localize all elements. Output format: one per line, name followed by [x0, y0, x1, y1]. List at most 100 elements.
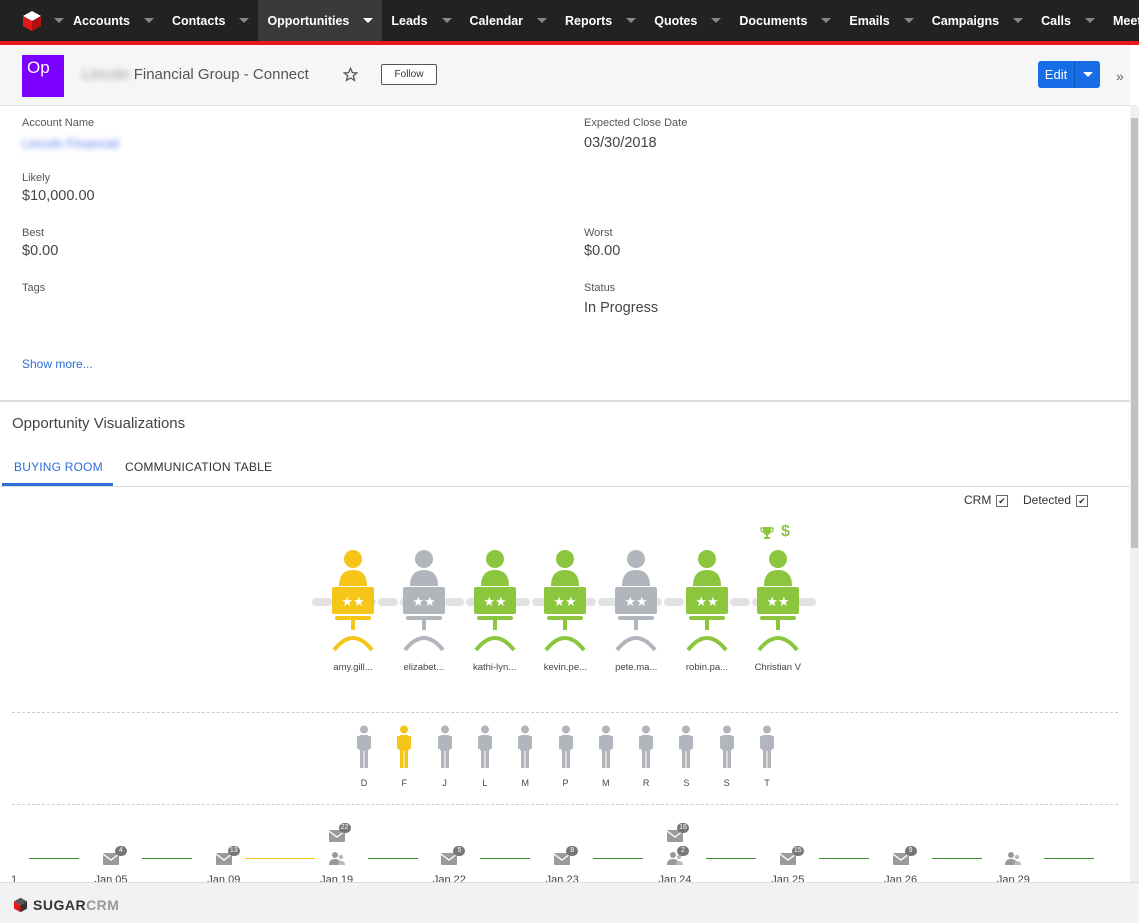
contact-figure-icon[interactable] — [598, 725, 613, 774]
crm-filter-checkbox[interactable]: ✔ — [996, 495, 1008, 507]
chevron-down-icon[interactable] — [626, 18, 637, 23]
buying-room-seat[interactable]: ★★ — [754, 546, 804, 659]
person-chair-icon: ★★ — [473, 550, 516, 652]
timeline-segment — [706, 858, 756, 859]
double-chevron-right-icon[interactable]: » — [1116, 68, 1124, 84]
chevron-down-icon[interactable] — [143, 18, 154, 23]
contact-initial: R — [642, 778, 650, 788]
likely-label: Likely — [22, 172, 51, 184]
timeline-email-event[interactable] — [102, 852, 120, 870]
nav-item-calendar[interactable]: Calendar — [461, 0, 557, 41]
edit-button[interactable]: Edit — [1044, 67, 1068, 82]
sugarcrm-logo[interactable]: SUGARCRM — [33, 897, 119, 913]
chevron-down-icon[interactable] — [711, 18, 722, 23]
person-icon — [679, 725, 694, 768]
show-more-link[interactable]: Show more... — [22, 357, 93, 371]
seat-contact-name[interactable]: pete.ma... — [615, 662, 658, 673]
contact-figure-icon[interactable] — [397, 725, 412, 774]
contact-initial: P — [562, 778, 569, 788]
buying-room-seat[interactable]: ★★ — [541, 546, 591, 659]
contact-figure-icon[interactable] — [357, 725, 371, 774]
chevron-down-icon[interactable] — [903, 18, 914, 23]
email-count-badge: 13 — [227, 846, 240, 856]
timeline-email-event[interactable] — [328, 829, 345, 847]
email-icon — [328, 830, 345, 842]
favorite-star-icon[interactable] — [343, 67, 358, 82]
svg-text:★★: ★★ — [625, 595, 648, 610]
nav-item-meetings[interactable]: Meetings — [1104, 0, 1139, 41]
section-divider — [0, 400, 1130, 402]
email-count-badge: 4 — [115, 846, 127, 856]
actions-dropdown-button[interactable] — [1075, 72, 1100, 77]
timeline-email-event[interactable] — [215, 852, 233, 870]
chevron-down-icon[interactable] — [239, 18, 250, 23]
nav-item-quotes[interactable]: Quotes — [645, 0, 730, 41]
nav-item-emails[interactable]: Emails — [840, 0, 922, 41]
nav-item-leads[interactable]: Leads — [382, 0, 460, 41]
nav-item-calls[interactable]: Calls — [1032, 0, 1104, 41]
worst-value[interactable]: $0.00 — [584, 243, 621, 259]
status-value[interactable]: In Progress — [584, 300, 659, 316]
timeline-meeting-event[interactable] — [1004, 851, 1022, 870]
svg-text:★★: ★★ — [554, 595, 577, 610]
seat-contact-name[interactable]: kevin.pe... — [543, 662, 588, 673]
timeline-email-event[interactable] — [441, 852, 458, 870]
seat-contact-name[interactable]: kathi-lyn... — [472, 662, 517, 673]
nav-item-accounts[interactable]: Accounts — [64, 0, 163, 41]
status-label: Status — [584, 282, 616, 294]
seat-contact-name[interactable]: Christian V — [754, 662, 802, 673]
timeline-email-event[interactable] — [892, 852, 909, 870]
timeline-meeting-event[interactable] — [328, 851, 346, 870]
contact-figure-icon[interactable] — [760, 725, 774, 774]
detected-filter-checkbox[interactable]: ✔ — [1076, 495, 1088, 507]
buying-room-seat[interactable]: ★★ — [612, 546, 662, 659]
timeline-email-event[interactable] — [553, 852, 571, 870]
email-count-badge: 9 — [904, 846, 917, 856]
nav-item-campaigns[interactable]: Campaigns — [923, 0, 1032, 41]
seat-contact-name[interactable]: amy.gill... — [333, 662, 373, 673]
best-value[interactable]: $0.00 — [22, 243, 59, 259]
person-icon — [639, 725, 654, 768]
nav-item-contacts[interactable]: Contacts — [163, 0, 258, 41]
nav-item-documents[interactable]: Documents — [730, 0, 840, 41]
chevron-down-icon[interactable] — [363, 18, 374, 23]
email-count-badge: 5 — [453, 846, 466, 856]
edit-button-group: Edit — [1038, 61, 1100, 88]
likely-value[interactable]: $10,000.00 — [22, 188, 95, 204]
tags-label: Tags — [22, 282, 46, 294]
account-name-label: Account Name — [22, 117, 95, 129]
seat-contact-name[interactable]: elizabet... — [403, 662, 445, 673]
contact-figure-icon[interactable] — [477, 725, 492, 774]
nav-item-opportunities[interactable]: Opportunities — [258, 0, 383, 41]
tab-buying-room[interactable]: BUYING ROOM — [14, 460, 103, 474]
person-icon — [558, 725, 573, 768]
account-name-link[interactable]: Lincoln Financial — [22, 136, 119, 151]
detected-filter-label: Detected — [1023, 493, 1072, 507]
tab-communication-table[interactable]: COMMUNICATION TABLE — [125, 460, 273, 474]
home-menu-button[interactable] — [0, 0, 64, 41]
contact-figure-icon[interactable] — [719, 725, 734, 774]
timeline-email-event[interactable] — [779, 852, 797, 870]
scrollbar-thumb[interactable] — [1131, 118, 1138, 548]
chevron-down-icon[interactable] — [1085, 18, 1095, 23]
chevron-down-icon[interactable] — [441, 18, 452, 23]
chevron-down-icon[interactable] — [821, 18, 832, 23]
nav-item-reports[interactable]: Reports — [556, 0, 645, 41]
contact-figure-icon[interactable] — [518, 725, 533, 774]
email-count-badge: 15 — [791, 846, 804, 856]
follow-button[interactable]: Follow — [381, 64, 437, 85]
buying-room-seat[interactable]: ★★ — [400, 546, 450, 659]
chevron-down-icon[interactable] — [537, 18, 548, 23]
buying-room-seat[interactable]: ★★ — [471, 546, 521, 659]
seat-contact-name[interactable]: robin.pa... — [685, 662, 729, 673]
expected-close-value[interactable]: 03/30/2018 — [584, 135, 657, 151]
buying-room-seat[interactable]: ★★ — [329, 546, 379, 659]
contact-figure-icon[interactable] — [558, 725, 573, 774]
contact-figure-icon[interactable] — [639, 725, 654, 774]
contact-figure-icon[interactable] — [437, 725, 452, 774]
chevron-down-icon[interactable] — [1013, 18, 1024, 23]
buying-room-seat[interactable]: ★★ — [683, 546, 733, 659]
module-badge: Op — [22, 55, 64, 97]
timeline-email-event[interactable] — [666, 829, 684, 847]
contact-figure-icon[interactable] — [679, 725, 694, 774]
